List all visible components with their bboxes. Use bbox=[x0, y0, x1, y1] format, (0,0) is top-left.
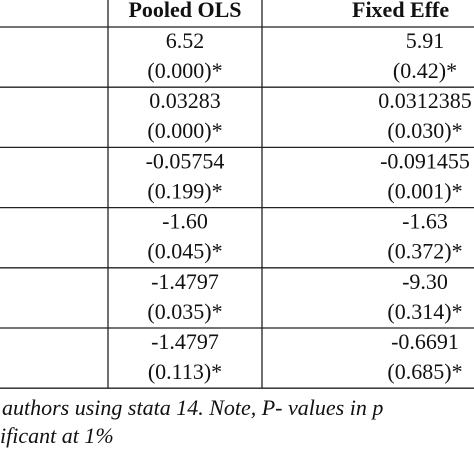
coefficient: -1.63 bbox=[402, 209, 448, 234]
table-body: 6.52 (0.000)* 5.91 (0.42)* 0.03283 (0.000)* 0.… bbox=[0, 28, 474, 389]
p-value: (0.685)* bbox=[387, 359, 462, 384]
p-value: (0.113)* bbox=[148, 359, 222, 384]
p-value: (0.314)* bbox=[387, 299, 462, 324]
p-value: (0.199)* bbox=[147, 178, 222, 203]
coefficient: -1.4797 bbox=[151, 269, 219, 294]
p-value: (0.030)* bbox=[387, 118, 462, 143]
coefficient: -0.091455 bbox=[380, 148, 470, 173]
column-header: Fixed Effe bbox=[352, 0, 449, 22]
coefficient: -9.30 bbox=[402, 269, 448, 294]
p-value: (0.000)* bbox=[147, 118, 222, 143]
coefficient: 0.03283 bbox=[149, 88, 221, 113]
p-value: (0.001)* bbox=[387, 178, 462, 203]
p-value: (0.045)* bbox=[147, 239, 222, 264]
footnote: ificant at 1% bbox=[0, 423, 114, 448]
p-value: (0.42)* bbox=[393, 58, 457, 83]
footnote: authors using stata 14. Note, P- values … bbox=[2, 395, 383, 420]
coefficient: -1.4797 bbox=[151, 329, 219, 354]
coefficient: -0.05754 bbox=[146, 148, 225, 173]
coefficient: 0.0312385 bbox=[378, 88, 472, 113]
column-header: Pooled OLS bbox=[128, 0, 241, 22]
coefficient: -1.60 bbox=[162, 209, 208, 234]
p-value: (0.372)* bbox=[387, 239, 462, 264]
coefficient: -0.6691 bbox=[391, 329, 459, 354]
p-value: (0.000)* bbox=[147, 58, 222, 83]
coefficient: 5.91 bbox=[406, 28, 445, 53]
coefficient: 6.52 bbox=[166, 28, 205, 53]
p-value: (0.035)* bbox=[147, 299, 222, 324]
